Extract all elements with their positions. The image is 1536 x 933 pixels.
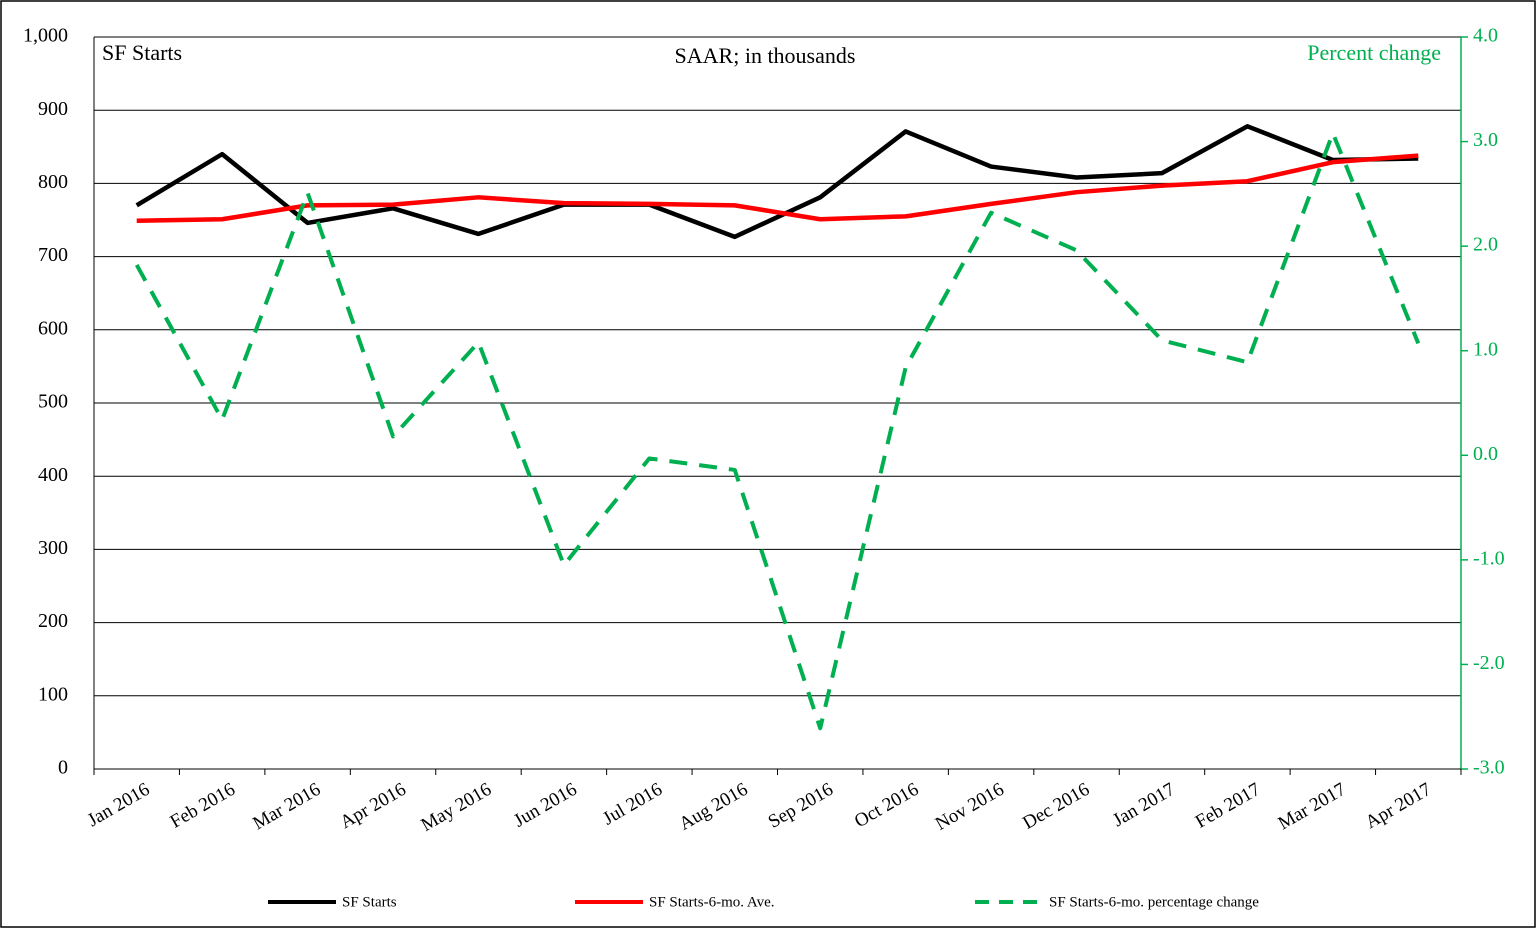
y-tick-label: 700 <box>38 244 68 266</box>
y2-axis-title: Percent change <box>1307 40 1441 65</box>
x-tick-label: Mar 2016 <box>249 779 324 834</box>
y2-tick-label: 1.0 <box>1473 338 1498 360</box>
x-tick-label: Feb 2016 <box>167 779 239 833</box>
y-tick-label: 800 <box>38 171 68 193</box>
y2-tick-label: 4.0 <box>1473 25 1498 47</box>
x-tick-label: Apr 2017 <box>1362 779 1435 833</box>
x-tick-label: Feb 2017 <box>1192 779 1264 833</box>
x-tick-label: Jun 2016 <box>510 779 580 832</box>
x-tick-label: Oct 2016 <box>851 779 922 832</box>
y2-tick-label: 0.0 <box>1473 443 1498 465</box>
x-tick-label: Jul 2016 <box>599 779 666 830</box>
series-line <box>134 131 1421 731</box>
y2-tick-label: -2.0 <box>1473 652 1505 674</box>
x-tick-label: Apr 2016 <box>337 779 410 833</box>
x-tick-label: Aug 2016 <box>676 779 752 835</box>
y-tick-label: 600 <box>38 317 68 339</box>
x-tick-label: Jan 2017 <box>1109 779 1178 831</box>
chart-title: SAAR; in thousands <box>675 43 856 68</box>
x-tick-label: Mar 2017 <box>1275 779 1350 834</box>
y-tick-label: 500 <box>38 391 68 413</box>
y-tick-label: 1,000 <box>23 25 68 47</box>
y2-tick-label: 2.0 <box>1473 234 1498 256</box>
x-tick-label: Jan 2016 <box>84 779 153 831</box>
x-tick-label: Sep 2016 <box>765 779 837 833</box>
series-line <box>136 153 1419 223</box>
y-tick-label: 900 <box>38 98 68 120</box>
y2-tick-label: -3.0 <box>1473 757 1505 779</box>
y-tick-label: 300 <box>38 537 68 559</box>
series-line <box>135 124 1419 240</box>
y-tick-label: 100 <box>38 683 68 705</box>
legend-label: SF Starts-6-mo. Ave. <box>649 894 775 910</box>
y2-tick-label: -1.0 <box>1473 547 1505 569</box>
legend-label: SF Starts-6-mo. percentage change <box>1049 894 1259 910</box>
y-tick-label: 0 <box>58 757 68 779</box>
y2-tick-label: 3.0 <box>1473 129 1498 151</box>
legend-label: SF Starts <box>342 894 397 910</box>
y-axis-title: SF Starts <box>102 40 182 65</box>
x-tick-label: Dec 2016 <box>1019 779 1093 834</box>
y-tick-label: 400 <box>38 464 68 486</box>
y-tick-label: 200 <box>38 610 68 632</box>
x-tick-label: Nov 2016 <box>932 779 1008 835</box>
x-tick-label: May 2016 <box>417 779 495 836</box>
